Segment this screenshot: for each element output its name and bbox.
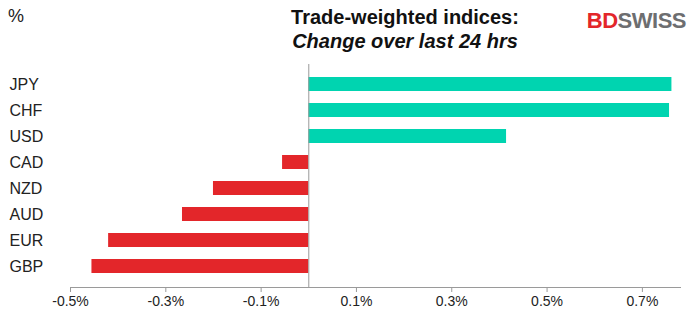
html-text:Change over last 24 hrs: Change over last 24 hrs bbox=[292, 30, 518, 52]
html-text:BD SWISS: BD SWISS bbox=[586, 8, 686, 33]
svg-text:-0.5%: -0.5% bbox=[52, 293, 89, 309]
svg-text:CAD: CAD bbox=[10, 154, 44, 171]
svg-text:0.1%: 0.1% bbox=[340, 293, 372, 309]
svg-text:-0.1%: -0.1% bbox=[243, 293, 280, 309]
svg-text:GBP: GBP bbox=[10, 258, 44, 275]
svg-text:CHF: CHF bbox=[10, 102, 43, 119]
svg-text:AUD: AUD bbox=[10, 206, 44, 223]
svg-text:0.3%: 0.3% bbox=[436, 293, 468, 309]
html-text:Trade-weighted indices:: Trade-weighted indices: bbox=[291, 6, 519, 28]
svg-text:-0.3%: -0.3% bbox=[148, 293, 185, 309]
svg-text:0.5%: 0.5% bbox=[531, 293, 563, 309]
svg-text:EUR: EUR bbox=[10, 232, 44, 249]
svg-text:NZD: NZD bbox=[10, 180, 43, 197]
svg-text:JPY: JPY bbox=[10, 76, 40, 93]
svg-text:0.7%: 0.7% bbox=[626, 293, 658, 309]
svg-text:USD: USD bbox=[10, 128, 44, 145]
